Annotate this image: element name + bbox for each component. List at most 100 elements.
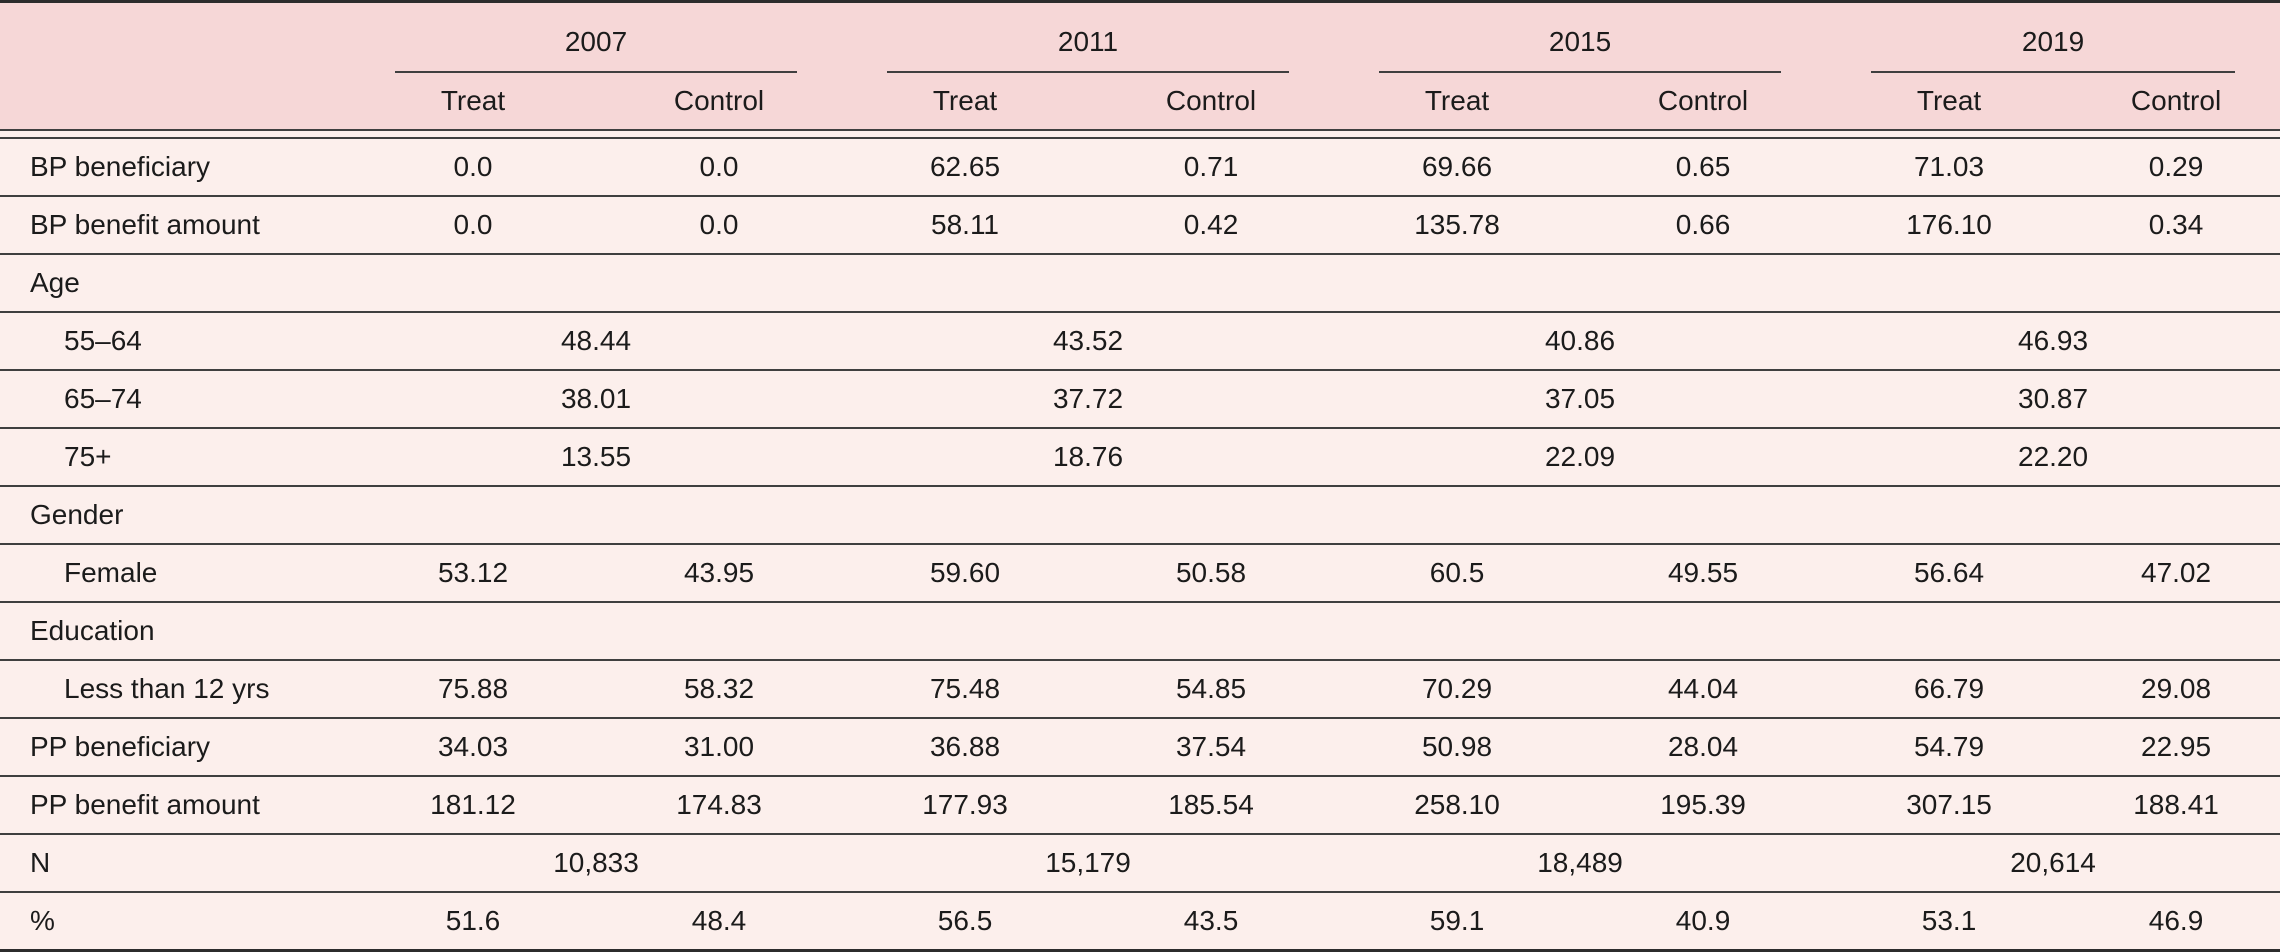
year-header-row: 2007 2011 2015 2019 — [0, 2, 2280, 74]
table-row-age: Age — [0, 254, 2280, 313]
data-cell: 10,833 — [350, 834, 843, 893]
subheader-control-2019: Control — [2072, 73, 2280, 131]
data-cell: 66.79 — [1826, 660, 2073, 719]
subheader-control-2007: Control — [596, 73, 843, 131]
data-cell: 44.04 — [1580, 660, 1827, 719]
row-label: PP beneficiary — [0, 718, 350, 777]
year-header-2019: 2019 — [1826, 2, 2280, 73]
treat-control-header-row: Treat Control Treat Control Treat Control Trea… — [0, 73, 2280, 131]
data-cell: 0.0 — [596, 196, 843, 255]
row-label: PP benefit amount — [0, 776, 350, 835]
corner-cell — [0, 2, 350, 74]
data-cell: 30.87 — [1826, 370, 2280, 429]
table-row-bp-beneficiary: BP beneficiary 0.0 0.0 62.65 0.71 69.66 0.65 71… — [0, 138, 2280, 197]
row-label: % — [0, 892, 350, 952]
subheader-treat-2015: Treat — [1334, 73, 1581, 131]
data-cell: 22.09 — [1334, 428, 1827, 487]
data-cell: 15,179 — [842, 834, 1335, 893]
data-cell: 70.29 — [1334, 660, 1581, 719]
data-cell: 50.98 — [1334, 718, 1581, 777]
table-row--: % 51.6 48.4 56.5 43.5 59.1 40.9 53.1 46.9 — [0, 892, 2280, 952]
data-cell: 0.29 — [2072, 138, 2280, 197]
data-cell: 28.04 — [1580, 718, 1827, 777]
table-row-bp-benefit-amount: BP benefit amount 0.0 0.0 58.11 0.42 135.78 0.… — [0, 196, 2280, 255]
subheader-treat-2019: Treat — [1826, 73, 2073, 131]
row-label: 65–74 — [0, 370, 350, 429]
data-cell: 43.95 — [596, 544, 843, 603]
data-cell: 56.5 — [842, 892, 1089, 952]
row-label: BP beneficiary — [0, 138, 350, 197]
data-cell: 0.0 — [350, 196, 596, 255]
data-cell: 31.00 — [596, 718, 843, 777]
data-cell: 0.71 — [1088, 138, 1335, 197]
data-cell: 20,614 — [1826, 834, 2280, 893]
table-row-55-64: 55–64 48.44 43.52 40.86 46.93 — [0, 312, 2280, 371]
table-row-education: Education — [0, 602, 2280, 661]
table-body: BP beneficiary 0.0 0.0 62.65 0.71 69.66 0.65 71… — [0, 130, 2280, 952]
data-cell: 13.55 — [350, 428, 843, 487]
data-cell: 43.5 — [1088, 892, 1335, 952]
data-cell: 258.10 — [1334, 776, 1581, 835]
data-cell: 47.02 — [2072, 544, 2280, 603]
data-cell: 58.32 — [596, 660, 843, 719]
data-cell: 176.10 — [1826, 196, 2073, 255]
data-cell: 75.88 — [350, 660, 596, 719]
data-cell: 51.6 — [350, 892, 596, 952]
data-cell: 307.15 — [1826, 776, 2073, 835]
data-cell: 50.58 — [1088, 544, 1335, 603]
table-row-n: N 10,833 15,179 18,489 20,614 — [0, 834, 2280, 893]
data-cell: 53.1 — [1826, 892, 2073, 952]
data-cell: 69.66 — [1334, 138, 1581, 197]
year-label: 2015 — [1379, 18, 1782, 73]
header-gap-cell — [0, 130, 2280, 139]
year-label: 2011 — [887, 18, 1290, 73]
data-cell: 37.05 — [1334, 370, 1827, 429]
data-cell: 22.20 — [1826, 428, 2280, 487]
subheader-control-2015: Control — [1580, 73, 1827, 131]
year-header-2015: 2015 — [1334, 2, 1826, 73]
table-row-pp-beneficiary: PP beneficiary 34.03 31.00 36.88 37.54 50.98 2… — [0, 718, 2280, 777]
row-label: N — [0, 834, 350, 893]
table-row-75-: 75+ 13.55 18.76 22.09 22.20 — [0, 428, 2280, 487]
data-cell: 40.9 — [1580, 892, 1827, 952]
data-cell: 48.4 — [596, 892, 843, 952]
year-label: 2007 — [395, 18, 798, 73]
table-row-gender: Gender — [0, 486, 2280, 545]
data-cell: 22.95 — [2072, 718, 2280, 777]
data-cell: 58.11 — [842, 196, 1089, 255]
data-cell: 174.83 — [596, 776, 843, 835]
data-cell: 181.12 — [350, 776, 596, 835]
data-cell: 54.85 — [1088, 660, 1335, 719]
data-cell: 29.08 — [2072, 660, 2280, 719]
data-cell: 49.55 — [1580, 544, 1827, 603]
table-row-pp-benefit-amount: PP benefit amount 181.12 174.83 177.93 185.5… — [0, 776, 2280, 835]
data-cell: 54.79 — [1826, 718, 2073, 777]
data-cell: 188.41 — [2072, 776, 2280, 835]
data-cell: 18,489 — [1334, 834, 1827, 893]
data-cell: 37.72 — [842, 370, 1335, 429]
row-label: 55–64 — [0, 312, 350, 371]
data-cell: 0.34 — [2072, 196, 2280, 255]
data-cell: 185.54 — [1088, 776, 1335, 835]
row-label: Age — [0, 254, 2280, 313]
year-header-2007: 2007 — [350, 2, 842, 73]
data-cell: 75.48 — [842, 660, 1089, 719]
header-gap-row — [0, 130, 2280, 139]
data-cell: 0.65 — [1580, 138, 1827, 197]
table-header: 2007 2011 2015 2019 Treat Control Treat Contro… — [0, 1, 2280, 131]
row-label: BP benefit amount — [0, 196, 350, 255]
data-cell: 56.64 — [1826, 544, 2073, 603]
data-cell: 40.86 — [1334, 312, 1827, 371]
row-label: Gender — [0, 486, 2280, 545]
data-cell: 59.1 — [1334, 892, 1581, 952]
data-cell: 59.60 — [842, 544, 1089, 603]
table-row-65-74: 65–74 38.01 37.72 37.05 30.87 — [0, 370, 2280, 429]
data-cell: 48.44 — [350, 312, 843, 371]
data-cell: 18.76 — [842, 428, 1335, 487]
subheader-treat-2007: Treat — [350, 73, 596, 131]
row-label: Female — [0, 544, 350, 603]
data-cell: 60.5 — [1334, 544, 1581, 603]
data-cell: 37.54 — [1088, 718, 1335, 777]
row-label: Less than 12 yrs — [0, 660, 350, 719]
